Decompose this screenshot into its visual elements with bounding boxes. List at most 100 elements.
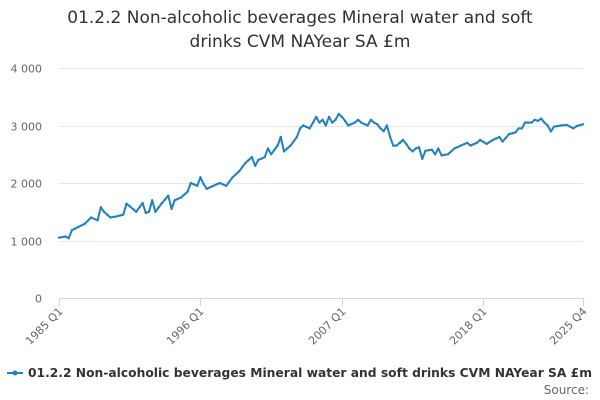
data-point[interactable] xyxy=(376,123,379,126)
data-point[interactable] xyxy=(221,183,225,186)
data-point[interactable] xyxy=(318,121,321,124)
data-point[interactable] xyxy=(83,222,86,225)
data-point[interactable] xyxy=(189,181,192,185)
data-point[interactable] xyxy=(408,147,411,150)
data-point[interactable] xyxy=(433,153,437,156)
data-point[interactable] xyxy=(292,140,295,143)
data-point[interactable] xyxy=(157,206,160,209)
data-point[interactable] xyxy=(122,213,125,216)
data-point[interactable] xyxy=(456,145,459,149)
data-point[interactable] xyxy=(331,121,334,124)
data-point[interactable] xyxy=(520,127,524,130)
data-point[interactable] xyxy=(73,227,77,230)
data-point[interactable] xyxy=(388,135,392,139)
data-point[interactable] xyxy=(263,155,266,159)
data-point[interactable] xyxy=(282,150,286,153)
data-point[interactable] xyxy=(469,144,472,147)
data-point[interactable] xyxy=(253,164,257,167)
data-point[interactable] xyxy=(427,149,430,152)
data-point[interactable] xyxy=(202,183,205,186)
data-point[interactable] xyxy=(504,136,507,140)
data-point[interactable] xyxy=(276,144,279,147)
data-point[interactable] xyxy=(414,147,417,150)
data-point[interactable] xyxy=(581,123,585,126)
data-point[interactable] xyxy=(199,176,202,179)
data-point[interactable] xyxy=(478,138,482,142)
data-point[interactable] xyxy=(495,137,498,140)
data-point[interactable] xyxy=(266,147,270,150)
data-point[interactable] xyxy=(475,141,479,144)
data-point[interactable] xyxy=(186,190,189,193)
data-point[interactable] xyxy=(163,198,167,201)
data-point[interactable] xyxy=(540,117,543,120)
data-point[interactable] xyxy=(382,130,385,133)
data-point[interactable] xyxy=(151,199,154,202)
data-point[interactable] xyxy=(141,201,144,205)
data-point[interactable] xyxy=(99,206,103,209)
data-point[interactable] xyxy=(231,176,234,179)
data-point[interactable] xyxy=(530,121,533,124)
data-point[interactable] xyxy=(205,187,209,190)
data-point[interactable] xyxy=(144,211,147,215)
data-point[interactable] xyxy=(112,215,115,219)
data-point[interactable] xyxy=(337,112,340,116)
data-point[interactable] xyxy=(257,158,260,162)
data-point[interactable] xyxy=(244,161,247,165)
data-point[interactable] xyxy=(327,115,331,119)
data-point[interactable] xyxy=(453,147,456,150)
data-point[interactable] xyxy=(536,119,540,123)
data-point[interactable] xyxy=(160,201,164,205)
data-point[interactable] xyxy=(324,124,327,127)
data-point[interactable] xyxy=(260,157,263,160)
data-point[interactable] xyxy=(208,186,212,189)
data-point[interactable] xyxy=(340,115,344,119)
data-point[interactable] xyxy=(421,157,424,160)
data-point[interactable] xyxy=(472,143,475,146)
data-point[interactable] xyxy=(128,205,131,208)
data-point[interactable] xyxy=(543,121,546,124)
data-point[interactable] xyxy=(568,125,572,128)
data-point[interactable] xyxy=(180,196,183,199)
data-point[interactable] xyxy=(93,217,96,221)
data-point[interactable] xyxy=(523,121,527,124)
data-point[interactable] xyxy=(234,173,237,176)
data-point[interactable] xyxy=(488,140,491,144)
data-point[interactable] xyxy=(147,210,151,213)
data-point[interactable] xyxy=(462,143,466,146)
data-point[interactable] xyxy=(440,154,443,157)
data-point[interactable] xyxy=(450,150,453,153)
data-point[interactable] xyxy=(196,184,199,188)
data-point[interactable] xyxy=(405,142,408,146)
data-point[interactable] xyxy=(215,183,218,186)
data-point[interactable] xyxy=(395,144,398,147)
data-point[interactable] xyxy=(102,210,106,213)
data-point[interactable] xyxy=(279,135,282,139)
data-point[interactable] xyxy=(578,124,581,127)
data-point[interactable] xyxy=(302,124,305,127)
data-point[interactable] xyxy=(353,121,356,124)
data-point[interactable] xyxy=(401,138,405,142)
data-point[interactable] xyxy=(565,123,569,127)
data-point[interactable] xyxy=(61,235,64,239)
data-point[interactable] xyxy=(250,155,254,159)
data-point[interactable] xyxy=(546,124,549,127)
data-point[interactable] xyxy=(80,224,83,227)
data-point[interactable] xyxy=(218,181,221,185)
data-point[interactable] xyxy=(562,124,565,127)
data-point[interactable] xyxy=(135,210,138,213)
data-point[interactable] xyxy=(305,125,308,129)
data-point[interactable] xyxy=(167,194,170,197)
data-point[interactable] xyxy=(57,236,61,239)
data-point[interactable] xyxy=(411,150,414,153)
data-point[interactable] xyxy=(369,118,372,122)
data-point[interactable] xyxy=(286,147,289,150)
data-point[interactable] xyxy=(385,124,389,127)
data-point[interactable] xyxy=(398,141,401,144)
data-point[interactable] xyxy=(343,119,347,123)
data-point[interactable] xyxy=(527,121,530,124)
data-point[interactable] xyxy=(86,219,90,222)
data-point[interactable] xyxy=(556,124,559,128)
data-point[interactable] xyxy=(363,122,366,126)
data-point[interactable] xyxy=(241,166,244,169)
data-point[interactable] xyxy=(459,144,462,147)
